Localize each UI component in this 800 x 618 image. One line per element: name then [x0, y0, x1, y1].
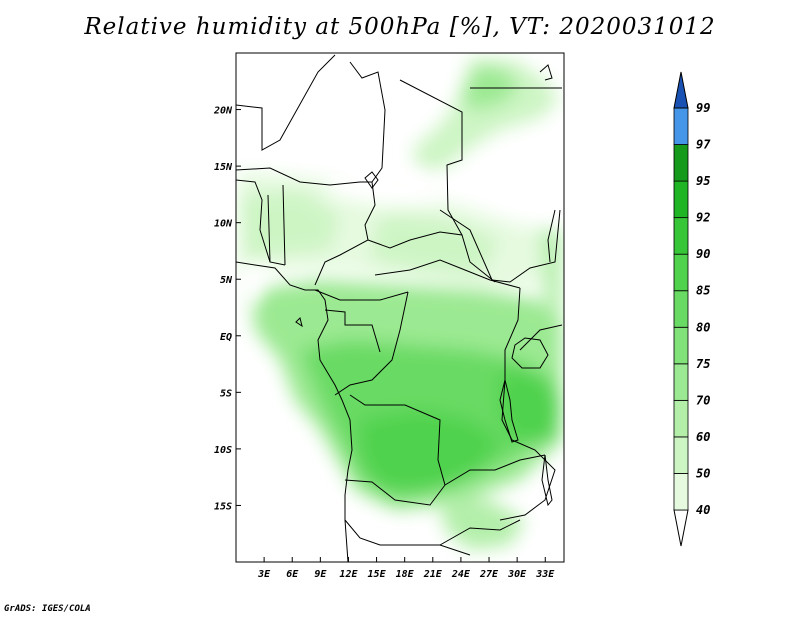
colorbar-segment — [673, 217, 689, 255]
border-angola-south — [344, 479, 446, 506]
colorbar-level-label: 92 — [696, 211, 710, 225]
dry-pocket-north — [330, 170, 440, 205]
colorbar-level-label: 75 — [696, 357, 710, 371]
humidity-shading — [238, 58, 562, 550]
border-car-drc — [374, 259, 521, 289]
humidity-patch-south — [440, 495, 525, 550]
border-namibia — [344, 519, 471, 556]
border-west-africa — [236, 179, 286, 266]
border-drc-east — [501, 287, 521, 441]
border-ghana-togo — [267, 194, 271, 263]
colorbar-segment — [673, 326, 689, 365]
border-botswana — [439, 519, 521, 546]
lake-malawi — [541, 454, 553, 507]
axis-ticks — [236, 109, 546, 562]
border-zambia — [444, 454, 546, 486]
lat-tick-label: 15N — [214, 162, 233, 173]
border-algeria-niger — [236, 54, 336, 151]
colorbar-level-label: 99 — [696, 101, 710, 115]
colorbar-segment — [673, 253, 689, 292]
humidity-patch-center-north — [370, 215, 500, 275]
lake-chad — [364, 171, 379, 189]
lat-tick-label: 15S — [214, 501, 232, 512]
lon-tick-label: 21E — [423, 569, 443, 580]
lake-victoria — [511, 337, 549, 369]
bioko-island — [295, 317, 303, 328]
lon-tick-labels: 3E 6E 9E 12E 15E 18E 21E 24E 27E 30E 33E — [257, 569, 555, 580]
colorbar-level-label: 95 — [696, 174, 710, 188]
lat-tick-label: 10S — [214, 445, 232, 456]
lon-tick-label: 24E — [451, 569, 471, 580]
colorbar-segment — [673, 473, 689, 511]
colorbar-segment — [673, 107, 689, 145]
red-sea-coast — [539, 64, 553, 81]
humidity-patch-east-edge — [540, 230, 562, 320]
lat-tick-label: EQ — [220, 332, 232, 343]
lat-tick-labels: 20N 15N 10N 5N EQ 5S 10S 15S — [213, 106, 233, 513]
colorbar-segment — [673, 144, 689, 182]
border-niger-nigeria — [236, 167, 372, 186]
lon-tick-label: 33E — [535, 569, 555, 580]
border-chad-sudan — [439, 209, 561, 283]
lon-tick-label: 6E — [286, 569, 299, 580]
lat-tick-label: 5S — [220, 388, 232, 399]
colorbar-level-label: 85 — [696, 284, 710, 298]
border-libya-niger — [349, 61, 386, 183]
coastline-gulf-of-guinea — [236, 261, 353, 562]
colorbar-lower-arrow — [673, 509, 689, 547]
lon-tick-label: 9E — [314, 569, 327, 580]
border-congo-drc — [334, 291, 409, 396]
lake-tanganyika — [499, 379, 519, 443]
dry-pocket-coast — [240, 262, 270, 310]
colorbar-segment — [673, 363, 689, 401]
colorbar-level-label: 97 — [696, 138, 711, 152]
colorbar-segment — [673, 436, 689, 474]
colorbar-level-label: 60 — [696, 430, 710, 444]
colorbar-level-label: 50 — [696, 466, 710, 480]
border-east-africa — [519, 324, 563, 351]
lon-tick-label: 27E — [479, 569, 499, 580]
colorbar-segment — [673, 290, 689, 328]
country-borders — [236, 54, 563, 556]
border-libya-egypt — [399, 79, 463, 236]
lon-tick-label: 12E — [339, 569, 358, 580]
humidity-patch-west — [240, 190, 340, 260]
border-ethiopia — [547, 209, 556, 263]
map-frame — [235, 52, 565, 563]
grads-credit: GrADS: IGES/COLA — [4, 604, 91, 614]
lat-tick-label: 10N — [214, 219, 233, 230]
border-car — [367, 231, 496, 283]
border-tanzania — [499, 439, 556, 521]
lon-tick-label: 15E — [368, 569, 387, 580]
lat-tick-label: 20N — [213, 106, 233, 117]
lon-tick-label: 30E — [507, 569, 527, 580]
lon-tick-label: 3E — [257, 569, 271, 580]
lat-tick-label: 5N — [220, 275, 233, 286]
colorbar-segment — [673, 399, 689, 438]
border-benin — [282, 184, 286, 266]
border-cameroon-congo — [314, 289, 409, 301]
colorbar-level-label: 80 — [696, 320, 710, 334]
colorbar-level-label: 90 — [696, 247, 710, 261]
border-gabon — [324, 309, 381, 353]
lon-tick-label: 18E — [396, 569, 415, 580]
colorbar: 40 50 60 70 75 80 85 90 92 95 97 99 — [673, 71, 711, 547]
colorbar-level-label: 70 — [696, 393, 710, 407]
colorbar-upper-arrow — [673, 71, 689, 109]
border-angola-north — [349, 394, 446, 486]
colorbar-level-label: 40 — [696, 503, 710, 517]
coastlines — [236, 64, 553, 562]
humidity-patch-north-plume — [412, 58, 560, 170]
chart-title: Relative humidity at 500hPa [%], VT: 202… — [84, 14, 716, 40]
colorbar-segment — [673, 180, 689, 219]
humidity-patch-core-south — [360, 410, 500, 490]
humidity-patch-east-lakes — [500, 370, 560, 445]
